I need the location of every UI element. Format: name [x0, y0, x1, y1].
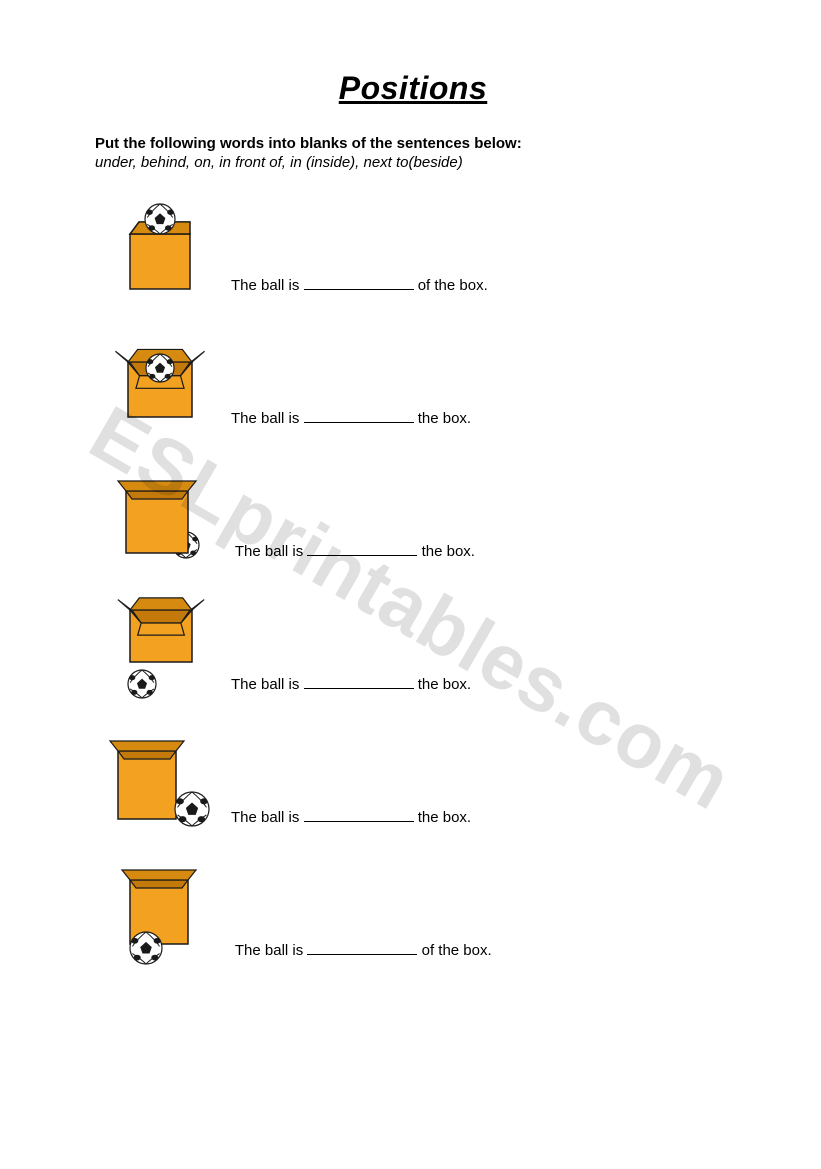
box-ball-illustration-infront: [95, 854, 225, 969]
box-ball-illustration-under: [95, 588, 225, 703]
sentence: The ball is the box.: [225, 543, 475, 570]
fill-blank[interactable]: [304, 411, 414, 423]
worksheet-row: The ball is the box.: [95, 455, 731, 570]
box-ball-illustration-behind: [95, 455, 225, 570]
fill-blank[interactable]: [304, 810, 414, 822]
sentence: The ball is the box.: [225, 410, 471, 437]
sentence: The ball is of the box.: [225, 942, 492, 969]
sentence: The ball is the box.: [225, 676, 471, 703]
box-ball-illustration-in: [95, 322, 225, 437]
worksheet-row: The ball is the box.: [95, 721, 731, 836]
box-ball-illustration-on: [95, 189, 225, 304]
sentence-pre: The ball is: [231, 942, 307, 959]
fill-blank[interactable]: [304, 677, 414, 689]
fill-blank[interactable]: [307, 544, 417, 556]
worksheet-row: The ball is the box.: [95, 588, 731, 703]
sentence-post: the box.: [414, 809, 472, 826]
sentence-post: the box.: [414, 410, 472, 427]
sentence: The ball is the box.: [225, 809, 471, 836]
sentence-post: of the box.: [417, 942, 491, 959]
sentence-pre: The ball is: [231, 410, 304, 427]
worksheet-row: The ball is of the box.: [95, 189, 731, 304]
sentence: The ball is of the box.: [225, 277, 488, 304]
sentence-post: the box.: [414, 676, 472, 693]
box-ball-illustration-nextto: [95, 721, 225, 836]
worksheet-row: The ball is the box.: [95, 322, 731, 437]
fill-blank[interactable]: [307, 943, 417, 955]
worksheet-row: The ball is of the box.: [95, 854, 731, 969]
sentence-pre: The ball is: [231, 809, 304, 826]
instruction-italic: under, behind, on, in front of, in (insi…: [95, 154, 731, 171]
sentence-pre: The ball is: [231, 277, 304, 294]
worksheet-rows: The ball is of the box. The ball is the …: [95, 189, 731, 969]
page-title: Positions: [95, 70, 731, 107]
sentence-post: of the box.: [414, 277, 488, 294]
fill-blank[interactable]: [304, 278, 414, 290]
sentence-post: the box.: [417, 543, 475, 560]
instruction-bold: Put the following words into blanks of t…: [95, 135, 731, 152]
sentence-pre: The ball is: [231, 543, 307, 560]
sentence-pre: The ball is: [231, 676, 304, 693]
